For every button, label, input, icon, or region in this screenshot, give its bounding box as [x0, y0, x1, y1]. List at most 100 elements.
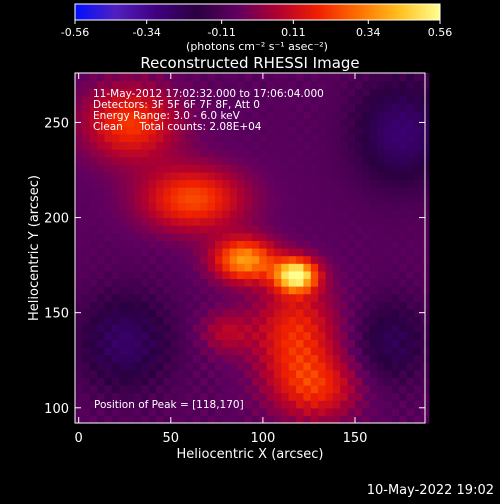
heatmap-cell [406, 164, 415, 173]
heatmap-cell [126, 384, 135, 394]
heatmap-cell [163, 270, 172, 280]
heatmap-cell [288, 111, 297, 120]
heatmap-cell [259, 111, 268, 120]
heatmap-cell [133, 316, 142, 325]
heatmap-cell [259, 141, 268, 150]
heatmap-cell [340, 339, 349, 348]
heatmap-cell [281, 225, 290, 234]
heatmap-cell [325, 232, 334, 241]
heatmap-cell [126, 293, 135, 302]
heatmap-cell [332, 73, 341, 82]
heatmap-cell [229, 156, 238, 165]
heatmap-cell [133, 392, 142, 401]
heatmap-cell [340, 400, 349, 409]
heatmap-cell [170, 331, 179, 340]
heatmap-cell [82, 354, 91, 363]
heatmap-cell [369, 156, 378, 165]
heatmap-cell [384, 103, 393, 112]
y-tick-label: 250 [44, 116, 69, 131]
heatmap-cell [413, 88, 422, 97]
heatmap-cell [266, 270, 275, 280]
heatmap-cell [384, 240, 393, 249]
heatmap-cell [200, 255, 209, 264]
heatmap-cell [185, 179, 194, 188]
heatmap-cell [82, 384, 91, 394]
heatmap-cell [222, 80, 231, 89]
heatmap-cell [391, 392, 400, 401]
heatmap-cell [259, 339, 268, 348]
heatmap-cell [244, 255, 253, 264]
heatmap-cell [185, 202, 194, 211]
heatmap-cell [222, 392, 231, 401]
heatmap-cell [133, 286, 142, 295]
heatmap-cell [399, 301, 408, 310]
heatmap-cell [119, 103, 128, 112]
heatmap-cell [200, 187, 209, 196]
heatmap-cell [244, 232, 253, 241]
heatmap-cell [362, 187, 371, 196]
heatmap-cell [325, 240, 334, 249]
heatmap-cell [251, 270, 260, 280]
heatmap-cell [347, 80, 356, 89]
heatmap-cell [89, 133, 98, 143]
heatmap-cell [222, 217, 231, 226]
heatmap-cell [399, 407, 408, 416]
heatmap-cell [237, 103, 246, 112]
heatmap-cell [126, 354, 135, 363]
heatmap-cell [133, 209, 142, 219]
heatmap-cell [207, 278, 216, 287]
heatmap-cell [111, 286, 120, 295]
heatmap-cell [310, 400, 319, 409]
heatmap-cell [369, 88, 378, 97]
heatmap-cell [288, 384, 297, 394]
heatmap-cell [229, 240, 238, 249]
heatmap-cell [251, 415, 260, 424]
heatmap-cell [369, 407, 378, 416]
heatmap-cell [325, 354, 334, 363]
heatmap-cell [273, 316, 282, 325]
heatmap-cell [362, 164, 371, 173]
heatmap-cell [413, 111, 422, 120]
heatmap-cell [148, 392, 157, 401]
heatmap-cell [89, 369, 98, 378]
heatmap-cell [413, 286, 422, 295]
heatmap-cell [156, 73, 165, 82]
heatmap-cell [148, 73, 157, 82]
heatmap-cell [347, 346, 356, 356]
heatmap-cell [413, 194, 422, 203]
heatmap-cell [156, 331, 165, 340]
heatmap-cell [75, 248, 83, 257]
heatmap-cell [399, 324, 408, 333]
heatmap-cell [192, 263, 201, 272]
heatmap-cell [347, 126, 356, 135]
heatmap-cell [200, 354, 209, 363]
heatmap-cell [222, 171, 231, 181]
heatmap-cell [391, 324, 400, 333]
heatmap-cell [332, 392, 341, 401]
heatmap-cell [296, 194, 305, 203]
heatmap-cell [119, 118, 128, 127]
heatmap-cell [251, 88, 260, 97]
heatmap-cell [222, 202, 231, 211]
heatmap-cell [318, 73, 327, 82]
heatmap-cell [325, 362, 334, 371]
heatmap-cell [340, 316, 349, 325]
heatmap-cell [185, 103, 194, 112]
heatmap-cell [406, 80, 415, 89]
heatmap-cell [310, 187, 319, 196]
heatmap-cell [391, 346, 400, 356]
heatmap-cell [325, 202, 334, 211]
heatmap-cell [266, 354, 275, 363]
heatmap-cell [244, 392, 253, 401]
heatmap-cell [384, 202, 393, 211]
heatmap-cell [185, 324, 194, 333]
heatmap-cell [362, 339, 371, 348]
heatmap-cell [111, 331, 120, 340]
heatmap-cell [296, 400, 305, 409]
heatmap-cell [384, 111, 393, 120]
heatmap-cell [318, 126, 327, 135]
heatmap-cell [251, 278, 260, 287]
heatmap-cell [133, 118, 142, 127]
heatmap-cell [310, 324, 319, 333]
heatmap-cell [229, 415, 238, 424]
